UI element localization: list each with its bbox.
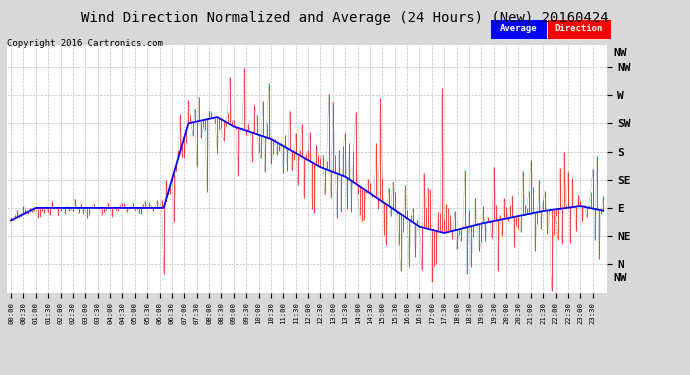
Text: NW: NW — [613, 273, 627, 283]
Text: Copyright 2016 Cartronics.com: Copyright 2016 Cartronics.com — [7, 39, 163, 48]
FancyBboxPatch shape — [490, 19, 546, 39]
Text: Wind Direction Normalized and Average (24 Hours) (New) 20160424: Wind Direction Normalized and Average (2… — [81, 11, 609, 25]
Text: Average: Average — [500, 24, 537, 33]
Text: Direction: Direction — [555, 24, 603, 33]
Text: NW: NW — [613, 48, 627, 58]
FancyBboxPatch shape — [546, 19, 611, 39]
